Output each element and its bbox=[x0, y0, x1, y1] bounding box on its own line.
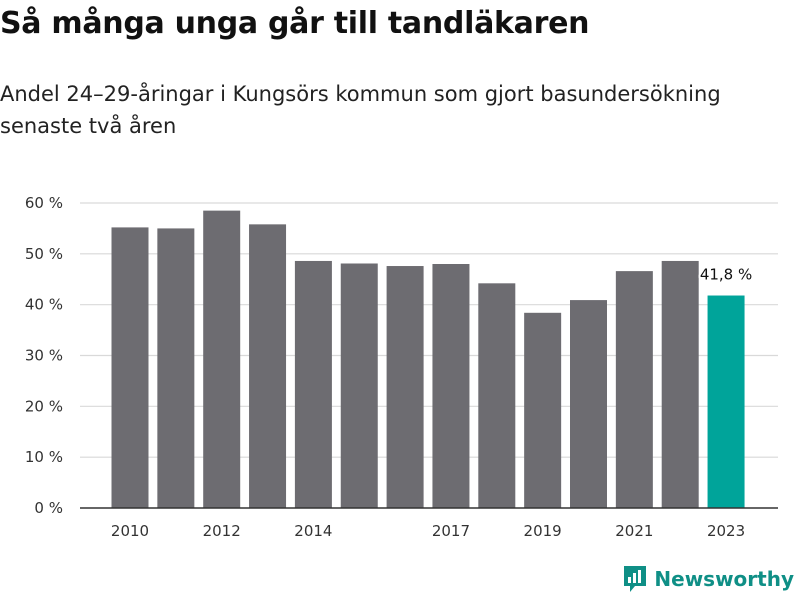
bar-2021 bbox=[615, 271, 653, 508]
x-tick-label: 2023 bbox=[707, 522, 745, 540]
bars bbox=[111, 210, 745, 508]
x-tick-label: 2019 bbox=[524, 522, 562, 540]
x-axis-labels: 2010 2012 2014 2017 2019 2021 2023 bbox=[111, 522, 745, 540]
x-tick-label: 2014 bbox=[294, 522, 332, 540]
y-tick-label: 20 % bbox=[25, 397, 63, 415]
bar-2010 bbox=[111, 227, 149, 508]
chart-subtitle: Andel 24–29-åringar i Kungsörs kommun so… bbox=[0, 82, 721, 138]
y-axis-labels: 0 % 10 % 20 % 30 % 40 % 50 % 60 % bbox=[25, 194, 63, 517]
bar-2012 bbox=[203, 210, 241, 508]
y-tick-label: 30 % bbox=[25, 347, 63, 365]
newsworthy-logo-icon bbox=[624, 566, 647, 592]
x-tick-label: 2017 bbox=[432, 522, 470, 540]
bar-2017 bbox=[432, 264, 470, 508]
bar-2023 bbox=[707, 295, 745, 508]
x-tick-label: 2012 bbox=[203, 522, 241, 540]
bar-2020 bbox=[570, 300, 607, 508]
brand-logo: Newsworthy bbox=[622, 564, 794, 594]
gridlines bbox=[80, 202, 778, 458]
y-tick-label: 50 % bbox=[25, 245, 63, 263]
y-tick-label: 40 % bbox=[25, 296, 63, 314]
bar-2014 bbox=[294, 260, 332, 508]
value-label: 41,8 % bbox=[700, 266, 752, 284]
chart-title: Så många unga går till tandläkaren bbox=[0, 6, 590, 41]
annotations: 41,8 % bbox=[698, 264, 754, 286]
x-tick-label: 2021 bbox=[615, 522, 653, 540]
x-tick-label: 2010 bbox=[111, 522, 149, 540]
bar-2015 bbox=[340, 263, 378, 508]
bar-2022 bbox=[661, 260, 699, 508]
bar-2018 bbox=[478, 283, 516, 508]
y-tick-label: 60 % bbox=[25, 194, 63, 212]
bar-2011 bbox=[157, 228, 195, 508]
bar-2013 bbox=[249, 224, 287, 508]
y-tick-label: 0 % bbox=[34, 499, 63, 517]
brand-name: Newsworthy bbox=[654, 567, 794, 591]
y-tick-label: 10 % bbox=[25, 448, 63, 466]
bar-2016 bbox=[386, 266, 424, 508]
bar-2019 bbox=[524, 312, 562, 508]
